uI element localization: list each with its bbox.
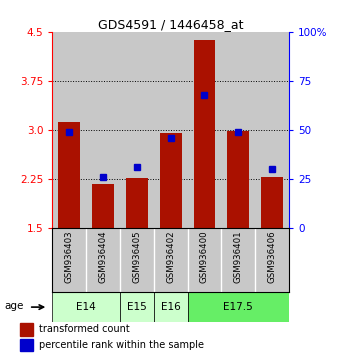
Bar [154,32,188,228]
Text: GSM936403: GSM936403 [65,230,74,283]
Bar [52,292,120,322]
Text: percentile rank within the sample: percentile rank within the sample [39,341,204,350]
Bar [261,177,283,228]
Bar [160,133,182,228]
Bar [52,32,86,228]
Bar [188,292,289,322]
Text: GSM936404: GSM936404 [99,230,107,283]
Bar [154,292,188,322]
Bar [52,228,86,292]
Bar [120,32,154,228]
Bar [255,32,289,228]
Bar [188,228,221,292]
Text: E14: E14 [76,302,96,312]
Text: E17.5: E17.5 [223,302,253,312]
Text: transformed count: transformed count [39,325,130,335]
Bar [126,178,148,228]
Text: E16: E16 [161,302,180,312]
Bar [120,292,154,322]
Bar [20,324,33,336]
Bar [120,228,154,292]
Text: GSM936405: GSM936405 [132,230,141,283]
Bar [221,32,255,228]
Bar [188,32,221,228]
Bar [227,131,249,228]
Text: GSM936406: GSM936406 [268,230,276,283]
Text: GSM936402: GSM936402 [166,230,175,283]
Text: GSM936400: GSM936400 [200,230,209,283]
Bar [92,184,114,228]
Text: age: age [4,302,24,312]
Bar [221,228,255,292]
Bar [255,228,289,292]
Bar [86,32,120,228]
Text: E15: E15 [127,302,147,312]
Bar [20,339,33,352]
Bar [58,122,80,228]
Title: GDS4591 / 1446458_at: GDS4591 / 1446458_at [98,18,243,31]
Text: GSM936401: GSM936401 [234,230,243,283]
Bar [154,228,188,292]
Bar [86,228,120,292]
Bar [193,40,216,228]
